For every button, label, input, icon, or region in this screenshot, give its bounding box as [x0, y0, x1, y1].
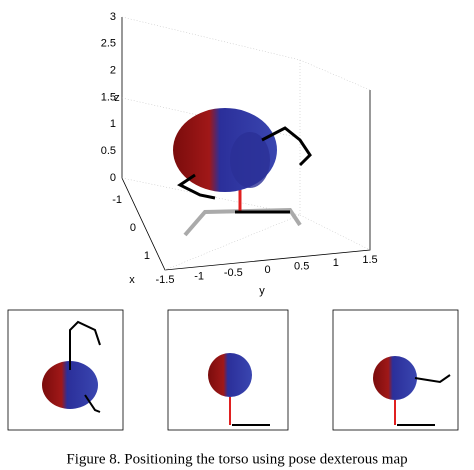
x-tick-label: -1 — [112, 194, 122, 206]
z-tick-label: 0.5 — [101, 145, 116, 157]
sub-plots — [7, 309, 459, 431]
y-axis-label: y — [259, 285, 265, 297]
y-tick-label: -0.5 — [224, 267, 243, 279]
z-tick-label: 3 — [110, 11, 116, 23]
y-tick-label: -1.5 — [156, 274, 175, 286]
z-tick-label: 0 — [110, 172, 116, 184]
x-tick-label: 1 — [144, 250, 150, 262]
x-tick-label: 0 — [130, 222, 136, 234]
z-axis-label: z — [114, 92, 120, 104]
x-axis-label: x — [129, 274, 135, 286]
y-tick-label: 1.5 — [362, 254, 377, 266]
caption: Figure 8. Positioning the torso using po… — [66, 451, 407, 467]
z-tick-label: 1.5 — [101, 91, 116, 103]
y-tick-label: 0.5 — [294, 261, 309, 273]
z-tick-label: 2 — [110, 65, 116, 77]
y-tick-label: 1 — [333, 257, 339, 269]
z-tick-label: 1 — [110, 118, 116, 130]
z-tick-label: 2.5 — [101, 38, 116, 50]
main-plot — [121, 16, 371, 271]
y-tick-label: -1 — [194, 271, 204, 283]
y-tick-label: 0 — [264, 264, 270, 276]
